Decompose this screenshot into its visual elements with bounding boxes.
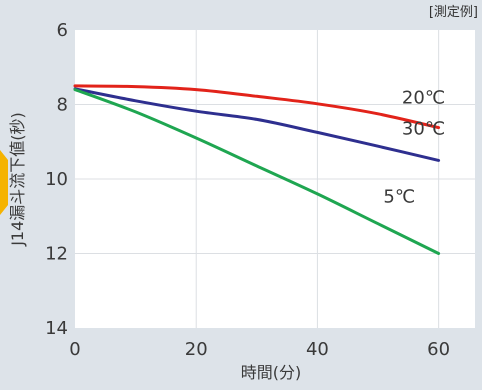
y-tick-label: 14 xyxy=(45,318,68,339)
series-line-2 xyxy=(73,88,441,255)
y-axis-title: J14漏斗流下値(秒) xyxy=(8,112,27,247)
y-tick-label: 10 xyxy=(45,169,68,190)
y-tick-label: 12 xyxy=(45,244,68,265)
x-tick-label: 40 xyxy=(306,339,329,360)
side-tab-decoration xyxy=(0,150,8,215)
grid xyxy=(75,30,475,328)
series-label-1: 30℃ xyxy=(402,118,445,139)
y-tick-label: 6 xyxy=(57,20,68,41)
x-tick-label: 0 xyxy=(69,339,80,360)
x-axis-ticks: 0 20 40 60 xyxy=(69,339,450,360)
series-group xyxy=(73,84,441,255)
x-axis-title: 時間(分) xyxy=(241,363,302,382)
x-tick-label: 60 xyxy=(427,339,450,360)
measurement-note: [測定例] xyxy=(429,5,478,20)
x-tick-label: 20 xyxy=(185,339,208,360)
series-labels: 20℃ 30℃ 5℃ xyxy=(383,88,445,208)
series-label-0: 20℃ xyxy=(402,88,445,109)
series-line-1 xyxy=(73,87,441,162)
y-tick-label: 8 xyxy=(57,95,68,116)
series-label-2: 5℃ xyxy=(383,186,415,207)
y-axis-ticks: 6 8 10 12 14 xyxy=(45,20,68,339)
series-line-0 xyxy=(73,84,441,130)
